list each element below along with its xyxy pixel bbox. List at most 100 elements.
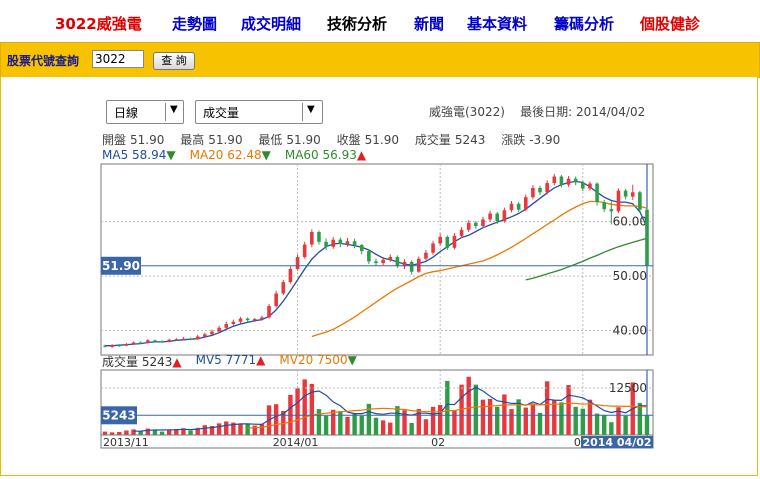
nav-item-8[interactable]: 個股健診 [640, 15, 701, 33]
low-value: 51.90 [286, 133, 321, 147]
volume-bar [509, 409, 514, 435]
volume-bar [309, 383, 315, 435]
volume-bar [430, 406, 436, 435]
ma60-line [525, 237, 648, 281]
ma-legend-ma20: MA20 62.48▼ [189, 148, 271, 162]
volume-bar [216, 423, 222, 435]
vol-legend-mv5: MV5 7771▲ [195, 353, 266, 367]
candle-body [310, 232, 314, 245]
vol-legend-mv20: MV20 7500▼ [279, 353, 357, 367]
nav-item-6[interactable]: 基本資料 [467, 15, 528, 33]
volume-bar [523, 407, 528, 435]
volume-bar [530, 403, 536, 435]
candle-body [167, 339, 171, 342]
volume-bar [159, 431, 165, 435]
nav-item-3[interactable]: 成交明細 [241, 15, 302, 33]
volume-bar [395, 406, 400, 435]
volume-bar [423, 419, 429, 435]
indicator-dropdown[interactable]: 成交量 ▼ [195, 100, 323, 124]
change-label: 漲跌 [501, 133, 526, 147]
candle-body [438, 236, 442, 244]
volume-bar [259, 424, 265, 435]
x-tick-label: 2013/11 [103, 436, 149, 449]
trend-arrow-icon: ▼ [166, 148, 176, 162]
volume-bar [302, 379, 307, 435]
trend-arrow-icon: ▼ [261, 148, 271, 162]
candle-body [609, 209, 614, 212]
volume-bar [380, 420, 386, 435]
volume-bar [452, 410, 457, 435]
candle-body [416, 258, 421, 272]
high-value: 51.90 [208, 133, 243, 147]
period-value: 日線 [114, 106, 139, 120]
volume-bar [138, 431, 143, 435]
volume-bar [209, 425, 215, 435]
stock-header: 威強電(3022) 最後日期: 2014/04/02 [429, 103, 645, 120]
candle-body [252, 319, 257, 321]
volume-bar [437, 404, 443, 435]
chart-panel: 日線 ▼ 成交量 ▼ 威強電(3022) 最後日期: 2014/04/02 開盤… [0, 77, 758, 476]
candle-body [459, 229, 464, 236]
candle-body [531, 187, 535, 198]
candle-body [602, 202, 607, 210]
candle-body [117, 345, 122, 347]
current-volume-label: 5243 [102, 408, 135, 422]
stock-name: 威強電(3022) [429, 105, 505, 119]
volume-bar [323, 415, 329, 435]
stock-code-input[interactable] [92, 50, 144, 68]
candle-body [424, 252, 428, 259]
search-button[interactable]: 查 詢 [153, 52, 195, 70]
volume-bar [459, 384, 464, 435]
volume-bar [559, 402, 564, 435]
volume-bar [352, 413, 357, 435]
volume-bar [202, 425, 208, 435]
candle-body [509, 203, 514, 211]
close-label: 收盤 [336, 133, 361, 147]
candle-body [138, 342, 143, 344]
nav-item-1[interactable]: 3022威強電 [55, 15, 142, 33]
candle-body [274, 293, 278, 307]
candle-body [217, 327, 221, 332]
volume-bar [637, 403, 643, 435]
nav-item-7[interactable]: 籌碼分析 [554, 15, 615, 33]
x-tick-label: 2014/01 [273, 436, 319, 449]
ma-legend-ma5: MA5 58.94▼ [102, 148, 176, 162]
candle-body [145, 340, 150, 344]
volume-bar [338, 411, 343, 435]
candle-body [552, 176, 557, 184]
volume-bar [516, 399, 521, 435]
candle-body [452, 235, 457, 248]
candle-body [645, 209, 649, 266]
indicator-value: 成交量 [203, 106, 240, 120]
candle-body [409, 261, 414, 272]
candle-body [488, 213, 492, 220]
volume-bar [224, 421, 229, 435]
candle-body [245, 318, 250, 321]
candle-body [588, 183, 592, 189]
candle-body [395, 257, 400, 267]
candle-body [367, 251, 371, 262]
ohlc-row: 開盤 51.90 最高 51.90 最低 51.90 收盤 51.90 成交量 5243 … [102, 131, 560, 148]
volume-tick-label: 12500 [609, 381, 647, 395]
current-volume-marker [101, 406, 137, 425]
candle-body [195, 336, 200, 340]
chevron-down-icon: ▼ [307, 104, 315, 115]
volume-bar [174, 428, 179, 435]
period-dropdown[interactable]: 日線 ▼ [106, 100, 184, 124]
volume-bar [609, 422, 614, 435]
candle-body [317, 232, 321, 242]
candle-body [288, 269, 293, 283]
nav-item-5[interactable]: 新聞 [414, 15, 445, 33]
candle-body [174, 339, 179, 341]
volume-label: 成交量 [414, 133, 451, 147]
nav-item-2[interactable]: 走勢圖 [172, 15, 218, 33]
candle-body [153, 340, 157, 342]
volume-bar [544, 381, 550, 435]
nav-item-4[interactable]: 技術分析 [327, 15, 388, 33]
candle-body [431, 243, 435, 253]
vol-legend-成交量: 成交量 5243▲ [102, 355, 182, 369]
volume-bar [231, 422, 236, 435]
volume-bar [245, 424, 250, 435]
candle-body [474, 222, 478, 227]
candle-body [224, 323, 229, 328]
